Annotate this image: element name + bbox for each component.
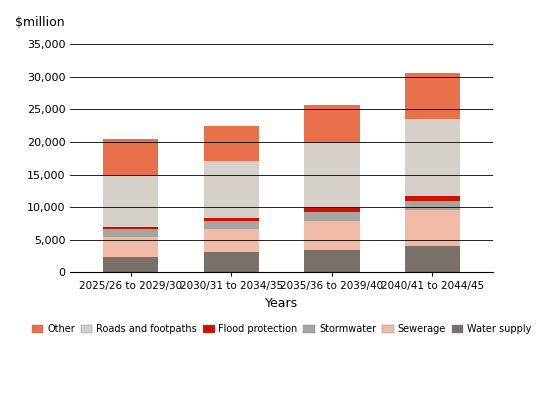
Legend: Other, Roads and footpaths, Flood protection, Stormwater, Sewerage, Water supply: Other, Roads and footpaths, Flood protec… bbox=[27, 321, 535, 338]
Bar bbox=[304, 212, 360, 221]
X-axis label: Years: Years bbox=[265, 297, 298, 310]
Bar bbox=[103, 237, 158, 256]
Bar bbox=[304, 221, 360, 250]
Bar bbox=[204, 252, 259, 272]
Bar bbox=[204, 162, 259, 218]
Bar bbox=[204, 229, 259, 252]
Bar bbox=[405, 201, 460, 210]
Bar bbox=[103, 256, 158, 272]
Bar bbox=[304, 250, 360, 272]
Bar bbox=[103, 175, 158, 227]
Bar bbox=[304, 208, 360, 212]
Bar bbox=[304, 142, 360, 208]
Bar bbox=[204, 221, 259, 229]
Bar bbox=[204, 126, 259, 162]
Bar bbox=[405, 246, 460, 272]
Bar bbox=[103, 229, 158, 237]
Bar bbox=[304, 105, 360, 142]
Text: $million: $million bbox=[15, 16, 65, 29]
Bar bbox=[103, 139, 158, 175]
Bar bbox=[405, 74, 460, 119]
Bar bbox=[204, 218, 259, 221]
Bar bbox=[405, 196, 460, 201]
Bar bbox=[405, 210, 460, 246]
Bar bbox=[405, 119, 460, 196]
Bar bbox=[103, 227, 158, 229]
